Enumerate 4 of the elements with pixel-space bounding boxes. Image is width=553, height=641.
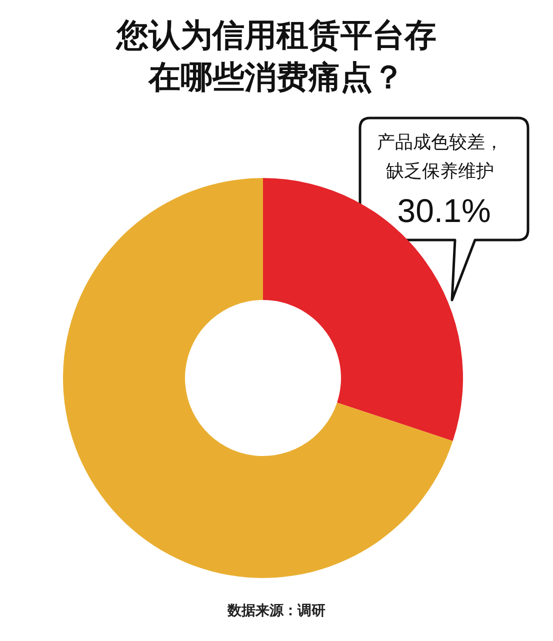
chart-title: 您认为信用租赁平台存在哪些消费痛点？ — [114, 15, 438, 98]
slice-label: 产品成色较差，缺乏保养维护 — [377, 132, 503, 182]
source-note: 数据来源：调研 — [226, 602, 326, 620]
data-label: 30.1% — [397, 192, 491, 229]
